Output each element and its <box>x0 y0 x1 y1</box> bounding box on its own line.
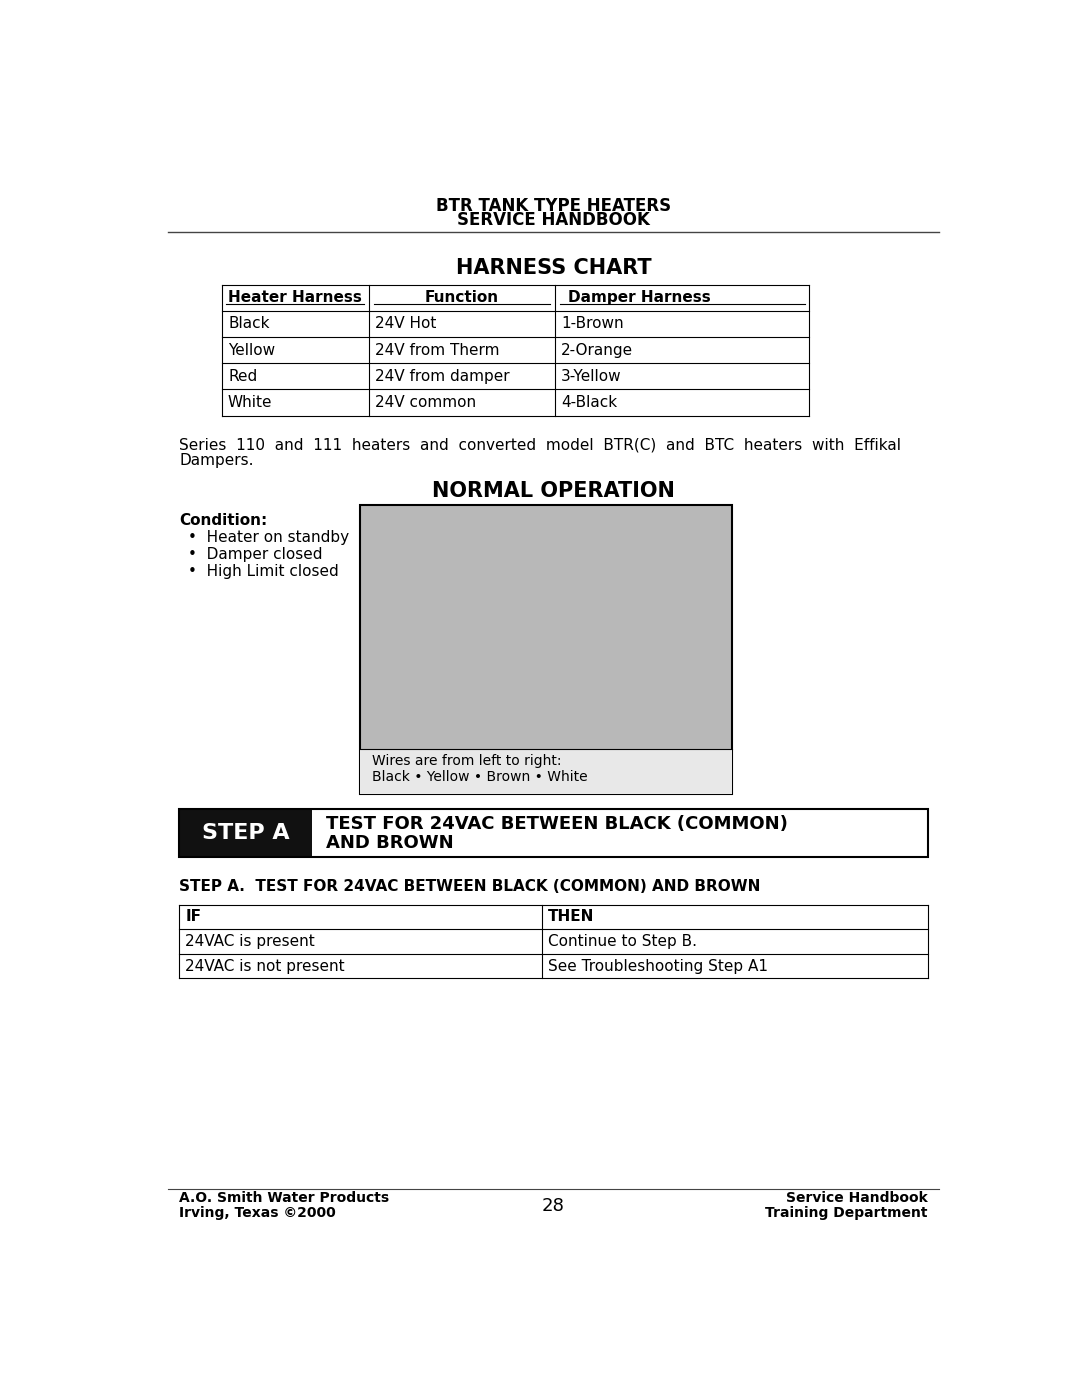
Text: •  Heater on standby: • Heater on standby <box>188 529 349 545</box>
Text: White: White <box>228 395 272 409</box>
Text: HARNESS CHART: HARNESS CHART <box>456 257 651 278</box>
Text: 24V Hot: 24V Hot <box>375 317 436 331</box>
Bar <box>179 809 928 856</box>
Text: •  High Limit closed: • High Limit closed <box>188 563 338 578</box>
Text: Irving, Texas ©2000: Irving, Texas ©2000 <box>179 1206 336 1220</box>
Text: 2-Orange: 2-Orange <box>562 342 633 358</box>
Text: AND BROWN: AND BROWN <box>326 834 454 852</box>
Text: A.O. Smith Water Products: A.O. Smith Water Products <box>179 1190 389 1204</box>
Text: BTR TANK TYPE HEATERS: BTR TANK TYPE HEATERS <box>436 197 671 215</box>
Text: TEST FOR 24VAC BETWEEN BLACK (COMMON): TEST FOR 24VAC BETWEEN BLACK (COMMON) <box>326 816 788 834</box>
Text: Series  110  and  111  heaters  and  converted  model  BTR(C)  and  BTC  heaters: Series 110 and 111 heaters and converted… <box>179 437 901 453</box>
Text: Function: Function <box>426 291 499 306</box>
Bar <box>360 749 732 793</box>
Text: THEN: THEN <box>548 909 594 925</box>
Text: Black: Black <box>228 317 270 331</box>
Text: •  Damper closed: • Damper closed <box>188 546 322 562</box>
Text: 24V common: 24V common <box>375 395 476 409</box>
Text: 1-Brown: 1-Brown <box>562 317 624 331</box>
Text: 24VAC is not present: 24VAC is not present <box>186 958 345 974</box>
Text: 24V from damper: 24V from damper <box>375 369 510 384</box>
Text: SERVICE HANDBOOK: SERVICE HANDBOOK <box>457 211 650 229</box>
Text: Red: Red <box>228 369 257 384</box>
Text: STEP A: STEP A <box>202 823 289 842</box>
Text: Yellow: Yellow <box>228 342 275 358</box>
Text: 28: 28 <box>542 1197 565 1214</box>
Text: 24V from Therm: 24V from Therm <box>375 342 500 358</box>
Text: 4-Black: 4-Black <box>562 395 618 409</box>
Text: Black • Yellow • Brown • White: Black • Yellow • Brown • White <box>373 770 588 784</box>
Text: Dampers.: Dampers. <box>179 453 254 468</box>
Text: 24VAC is present: 24VAC is present <box>186 935 315 949</box>
Text: See Troubleshooting Step A1: See Troubleshooting Step A1 <box>548 958 768 974</box>
Bar <box>360 504 732 793</box>
Text: NORMAL OPERATION: NORMAL OPERATION <box>432 481 675 502</box>
Text: 3-Yellow: 3-Yellow <box>562 369 622 384</box>
Text: Heater Harness: Heater Harness <box>229 291 363 306</box>
Text: Damper Harness: Damper Harness <box>568 291 711 306</box>
Bar <box>179 809 312 856</box>
Text: Training Department: Training Department <box>766 1206 928 1220</box>
Text: IF: IF <box>186 909 201 925</box>
Text: Continue to Step B.: Continue to Step B. <box>548 935 697 949</box>
Text: STEP A.  TEST FOR 24VAC BETWEEN BLACK (COMMON) AND BROWN: STEP A. TEST FOR 24VAC BETWEEN BLACK (CO… <box>179 879 760 894</box>
Text: Condition:: Condition: <box>179 513 268 528</box>
Text: Service Handbook: Service Handbook <box>786 1190 928 1204</box>
Text: Wires are from left to right:: Wires are from left to right: <box>373 754 562 768</box>
